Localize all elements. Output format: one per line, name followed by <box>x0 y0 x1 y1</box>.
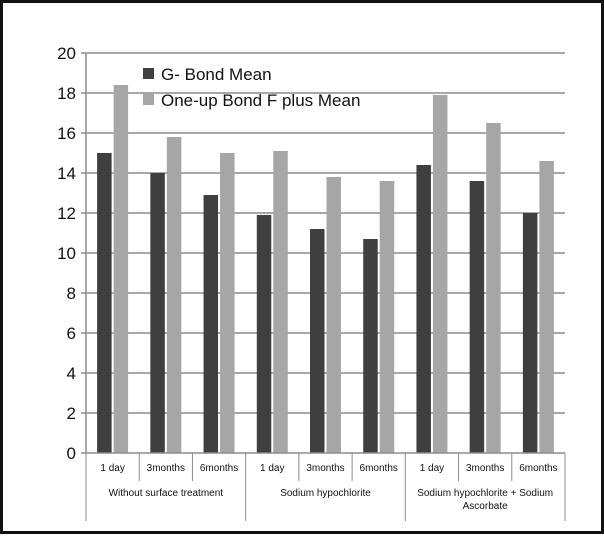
y-tick-label: 0 <box>67 444 76 463</box>
bar-series-2 <box>486 123 501 453</box>
bar-series-1 <box>150 173 165 453</box>
group-label: Without surface treatment <box>109 488 224 499</box>
bar-series-2 <box>539 161 554 453</box>
y-tick-label: 6 <box>67 324 76 343</box>
legend: G- Bond Mean One-up Bond F plus Mean <box>143 65 360 110</box>
y-tick-label: 20 <box>57 44 76 63</box>
y-tick-label: 12 <box>57 204 76 223</box>
legend-label: G- Bond Mean <box>161 65 272 84</box>
x-tick-label: 1 day <box>260 463 284 474</box>
y-tick-label: 14 <box>57 164 76 183</box>
x-axis-group-labels: Without surface treatment Sodium hypochlo… <box>109 488 554 512</box>
x-tick-label: 6months <box>200 463 238 474</box>
x-tick-label: 3months <box>147 463 185 474</box>
x-tick-label: 6months <box>519 463 557 474</box>
legend-swatch <box>143 94 154 105</box>
y-tick-label: 16 <box>57 124 76 143</box>
y-tick-label: 18 <box>57 84 76 103</box>
x-tick-label: 6months <box>360 463 398 474</box>
bar-series-2 <box>273 151 288 453</box>
bar-series-1 <box>256 215 272 453</box>
group-label: Ascorbate <box>463 501 508 512</box>
bar-series-2 <box>113 85 129 453</box>
bar-series-1 <box>97 153 112 453</box>
bar-series-1 <box>416 165 431 453</box>
y-tick-label: 8 <box>67 284 76 303</box>
x-axis-tick-labels: 1 day 3months 6months 1 day 3months 6months 1 … <box>100 463 557 474</box>
legend-swatch <box>143 68 154 79</box>
x-tick-label: 1 day <box>100 463 124 474</box>
x-tick-label: 3months <box>306 463 344 474</box>
bars <box>97 85 554 453</box>
bar-series-1 <box>310 229 325 453</box>
group-label: Sodium hypochlorite <box>280 488 371 499</box>
grid-lines <box>86 52 565 414</box>
y-tick-label: 10 <box>57 244 76 263</box>
bar-series-2 <box>166 137 182 453</box>
y-tick-label: 4 <box>67 364 76 383</box>
axes <box>81 52 566 521</box>
bar-series-1 <box>469 181 485 453</box>
bar-series-2 <box>326 177 341 453</box>
bar-series-1 <box>203 195 219 453</box>
bar-series-2 <box>432 95 448 453</box>
legend-label: One-up Bond F plus Mean <box>161 91 360 110</box>
group-label: Sodium hypochlorite + Sodium <box>417 488 553 499</box>
bar-series-1 <box>363 239 378 453</box>
bar-series-2 <box>379 181 395 453</box>
x-tick-label: 3months <box>466 463 504 474</box>
y-axis-tick-labels: 0 2 4 6 8 10 12 14 16 18 20 <box>57 44 76 463</box>
y-tick-label: 2 <box>67 404 76 423</box>
bar-series-2 <box>220 153 235 453</box>
bar-series-1 <box>522 213 538 453</box>
x-tick-label: 1 day <box>420 463 444 474</box>
